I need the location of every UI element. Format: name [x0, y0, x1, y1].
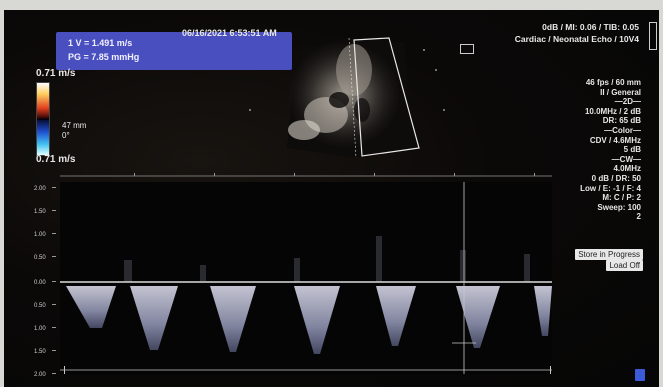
axis-tick: 1.50	[34, 349, 46, 355]
param-line: DR: 65 dB	[602, 116, 641, 126]
axis-tick: 2.00	[34, 186, 46, 192]
store-status-button[interactable]: Store in Progress	[575, 249, 643, 260]
param-line: —Color—	[604, 125, 641, 135]
exam-datetime: 06/16/2021 6:53:51 AM	[182, 28, 277, 38]
param-line: Sweep: 100	[597, 202, 641, 212]
param-line: M: C / P: 2	[602, 193, 641, 203]
side-indicator	[649, 22, 657, 50]
param-line: 5 dB	[623, 145, 641, 155]
axis-tick: 1.00	[34, 326, 46, 332]
ultrasound-screen: 2.00 1.50 1.00 0.50 0.00 0.50 1.00 1.50 …	[4, 10, 659, 387]
imaging-canvas: 2.00 1.50 1.00 0.50 0.00 0.50 1.00 1.50 …	[34, 37, 552, 378]
param-line: 10.0MHz / 2 dB	[584, 106, 641, 116]
axis-tick: 0.50	[34, 255, 46, 261]
axis-tick: 2.00	[34, 372, 46, 378]
preset-label: Cardiac / Neonatal Echo / 10V4	[514, 34, 639, 44]
info-icon[interactable]	[635, 369, 645, 381]
color-angle: 0°	[62, 131, 70, 140]
echo-2d-image	[287, 37, 420, 159]
color-velocity-bar	[36, 82, 50, 156]
gradient-measurement: PG = 7.85 mmHg	[68, 52, 140, 62]
param-line: 4.0MHz	[613, 164, 641, 174]
velocity-measurement: 1 V = 1.491 m/s	[68, 38, 133, 48]
doppler-spectrum	[60, 182, 552, 374]
axis-tick: 0.00	[34, 280, 46, 286]
param-line: 2	[636, 212, 641, 222]
measurement-box[interactable]: 1 V = 1.491 m/s PG = 7.85 mmHg	[56, 32, 292, 70]
probe-orientation-icon	[460, 44, 474, 54]
load-status-button[interactable]: Load Off	[606, 260, 643, 271]
power-readout: 0dB / MI: 0.06 / TIB: 0.05	[542, 22, 639, 32]
axis-tick: 1.00	[34, 232, 46, 238]
param-line: 0 dB / DR: 50	[591, 173, 641, 183]
param-line: —CW—	[611, 154, 641, 164]
param-line: 46 fps / 60 mm	[585, 78, 641, 87]
param-line: II / General	[600, 87, 641, 97]
param-line: CDV / 4.6MHz	[589, 135, 641, 145]
axis-tick: 0.50	[34, 303, 46, 309]
color-scale-top: 0.71 m/s	[36, 68, 76, 79]
velocity-axis: 2.00 1.50 1.00 0.50 0.00 0.50 1.00 1.50 …	[34, 186, 56, 378]
color-gain: 47 mm	[62, 121, 87, 130]
color-scale-bottom: 0.71 m/s	[36, 154, 76, 165]
acquisition-parameters: 46 fps / 60 mm II / General —2D— 10.0MHz…	[580, 78, 641, 222]
param-line: —2D—	[614, 97, 641, 107]
axis-tick: 1.50	[34, 209, 46, 215]
param-line: Low / E: -1 / F: 4	[580, 183, 641, 193]
